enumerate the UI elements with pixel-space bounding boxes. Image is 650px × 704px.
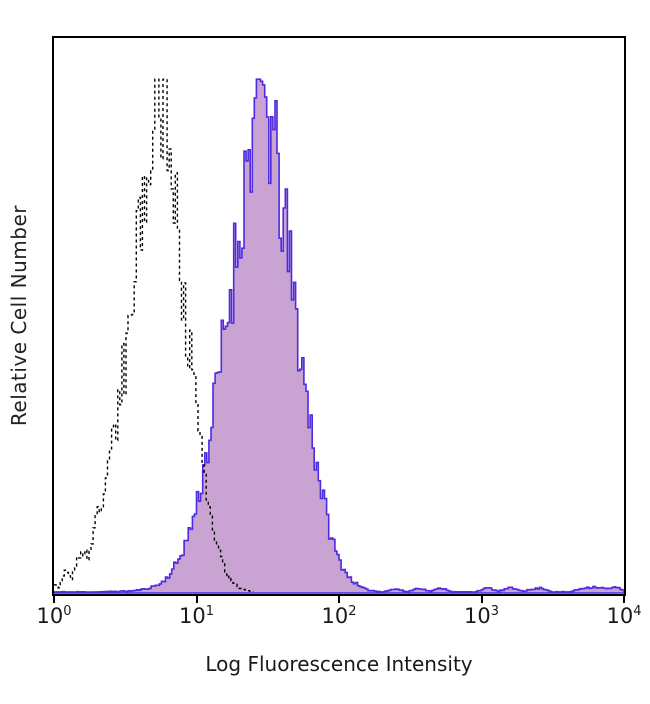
sample-histogram-path bbox=[54, 78, 624, 594]
x-tick-label: 104 bbox=[606, 604, 642, 628]
x-tick-label: 103 bbox=[463, 604, 500, 628]
x-tick-mark bbox=[195, 596, 198, 603]
y-axis-label-container: Relative Cell Number bbox=[4, 36, 34, 596]
control-histogram-path bbox=[54, 78, 254, 593]
x-tick-mark bbox=[338, 596, 340, 603]
x-tick-mark bbox=[623, 596, 625, 603]
plot-area bbox=[52, 36, 626, 596]
x-tick-label: 102 bbox=[321, 604, 357, 628]
x-axis-label: Log Fluorescence Intensity bbox=[205, 652, 473, 676]
x-tick-label: 100 bbox=[36, 604, 72, 628]
y-axis-label: Relative Cell Number bbox=[7, 205, 31, 427]
x-tick-label: 101 bbox=[178, 604, 215, 628]
x-axis-ticks: 100 101 102 103 104 bbox=[36, 596, 642, 642]
plot-svg bbox=[54, 78, 624, 594]
x-tick-mark bbox=[53, 596, 55, 603]
x-tick-mark bbox=[480, 596, 483, 603]
